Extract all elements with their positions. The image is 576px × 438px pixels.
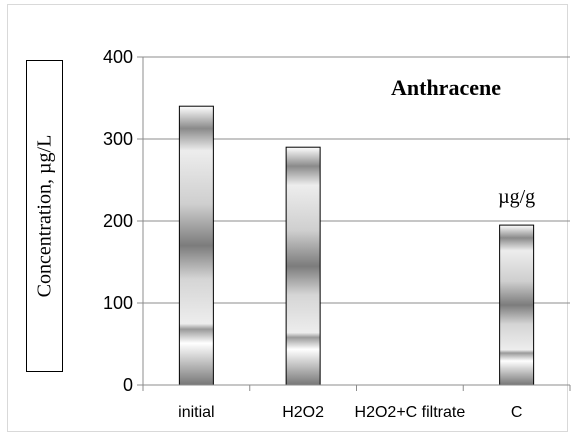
- x-tick-label-initial: initial: [178, 404, 214, 421]
- y-axis-label-box: Concentration, µg/L: [26, 60, 63, 372]
- chart-frame: [7, 4, 568, 432]
- gridlines: [137, 56, 570, 386]
- bar-h2o2: [285, 146, 321, 386]
- x-tick-label-h2o2-c-filtrate: H2O2+C filtrate: [355, 404, 466, 421]
- tick-labels: 0 100 200 300 400 initial H2O2 H2O2+C filtrate C: [103, 47, 522, 421]
- x-tick-label-c: C: [511, 404, 523, 421]
- annotation-unit-label: µg/g: [498, 186, 535, 208]
- chart-title: Anthracene: [391, 75, 501, 100]
- bar-c: [499, 224, 535, 386]
- y-tick-label-200: 200: [103, 211, 133, 231]
- y-tick-label-400: 400: [103, 47, 133, 67]
- y-axis-label: Concentration, µg/L: [33, 134, 55, 298]
- y-tick-label-100: 100: [103, 293, 133, 313]
- bar-initial: [178, 105, 214, 386]
- bars: [178, 105, 535, 386]
- y-tick-label-0: 0: [123, 375, 133, 395]
- x-tick-label-h2o2: H2O2: [282, 404, 324, 421]
- y-tick-label-300: 300: [103, 129, 133, 149]
- axes: [142, 57, 571, 391]
